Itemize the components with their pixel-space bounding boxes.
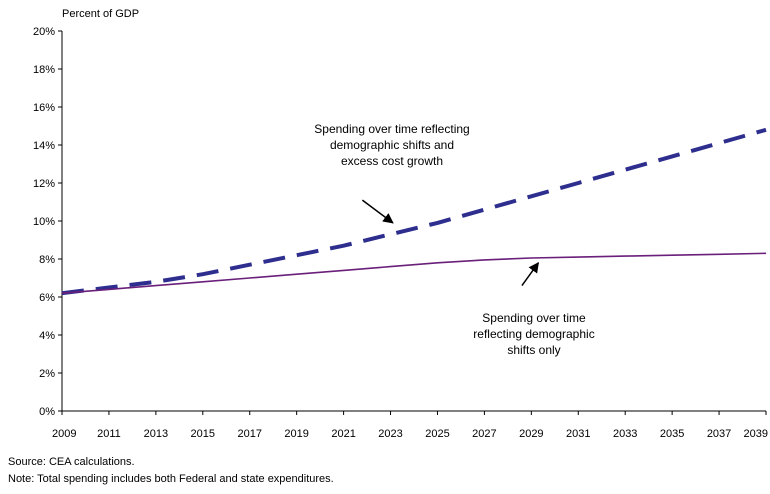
y-tick-label-4: 8% (39, 254, 55, 266)
source-note: Source: CEA calculations. (8, 456, 135, 468)
x-tick-label-11: 2031 (566, 428, 590, 440)
y-tick-label-9: 18% (33, 64, 55, 76)
y-tick-label-10: 20% (33, 26, 55, 38)
note-text: Note: Total spending includes both Feder… (8, 473, 334, 485)
y-tick-label-1: 2% (39, 368, 55, 380)
annotation-0-line-2: excess cost growth (341, 154, 443, 168)
series-line-1 (61, 252, 767, 294)
x-tick-label-4: 2017 (237, 428, 261, 440)
y-tick-label-3: 6% (39, 292, 55, 304)
x-tick-label-2: 2013 (144, 428, 168, 440)
x-tick-label-7: 2023 (378, 428, 402, 440)
x-tick-label-3: 2015 (191, 428, 215, 440)
y-tick-label-2: 4% (39, 330, 55, 342)
y-tick-label-6: 12% (33, 178, 55, 190)
x-tick-label-6: 2021 (331, 428, 355, 440)
annotation-1-line-1: reflecting demographic (473, 327, 594, 341)
x-tick-label-1: 2011 (97, 428, 121, 440)
x-tick-label-8: 2025 (425, 428, 449, 440)
annotation-0-line-0: Spending over time reflecting (314, 122, 469, 136)
annotation-1-line-0: Spending over time (482, 311, 586, 325)
annotation-0-line-1: demographic shifts and (330, 138, 454, 152)
annotation-arrow-1 (521, 261, 539, 287)
x-tick-label-5: 2019 (284, 428, 308, 440)
y-axis-unit-label: Percent of GDP (62, 8, 139, 20)
x-tick-label-9: 2027 (472, 428, 496, 440)
series-line-0 (61, 127, 767, 296)
y-tick-label-7: 14% (33, 140, 55, 152)
y-tick-label-8: 16% (33, 102, 55, 114)
y-tick-label-0: 0% (39, 406, 55, 418)
x-tick-label-14: 2037 (707, 428, 731, 440)
y-tick-label-5: 10% (33, 216, 55, 228)
annotation-arrow-0 (361, 199, 394, 224)
x-tick-label-12: 2033 (613, 428, 637, 440)
x-tick-label-10: 2029 (519, 428, 543, 440)
x-tick-label-0: 2009 (52, 428, 76, 440)
x-tick-label-13: 2035 (660, 428, 684, 440)
annotation-1-line-2: shifts only (507, 343, 560, 357)
plot-area: 0% 2% 4% 6% 8% 10% 12% 14% 16% 18% 20% 2009 2011 2013… (33, 26, 768, 440)
x-tick-label-15: 2039 (744, 428, 768, 440)
